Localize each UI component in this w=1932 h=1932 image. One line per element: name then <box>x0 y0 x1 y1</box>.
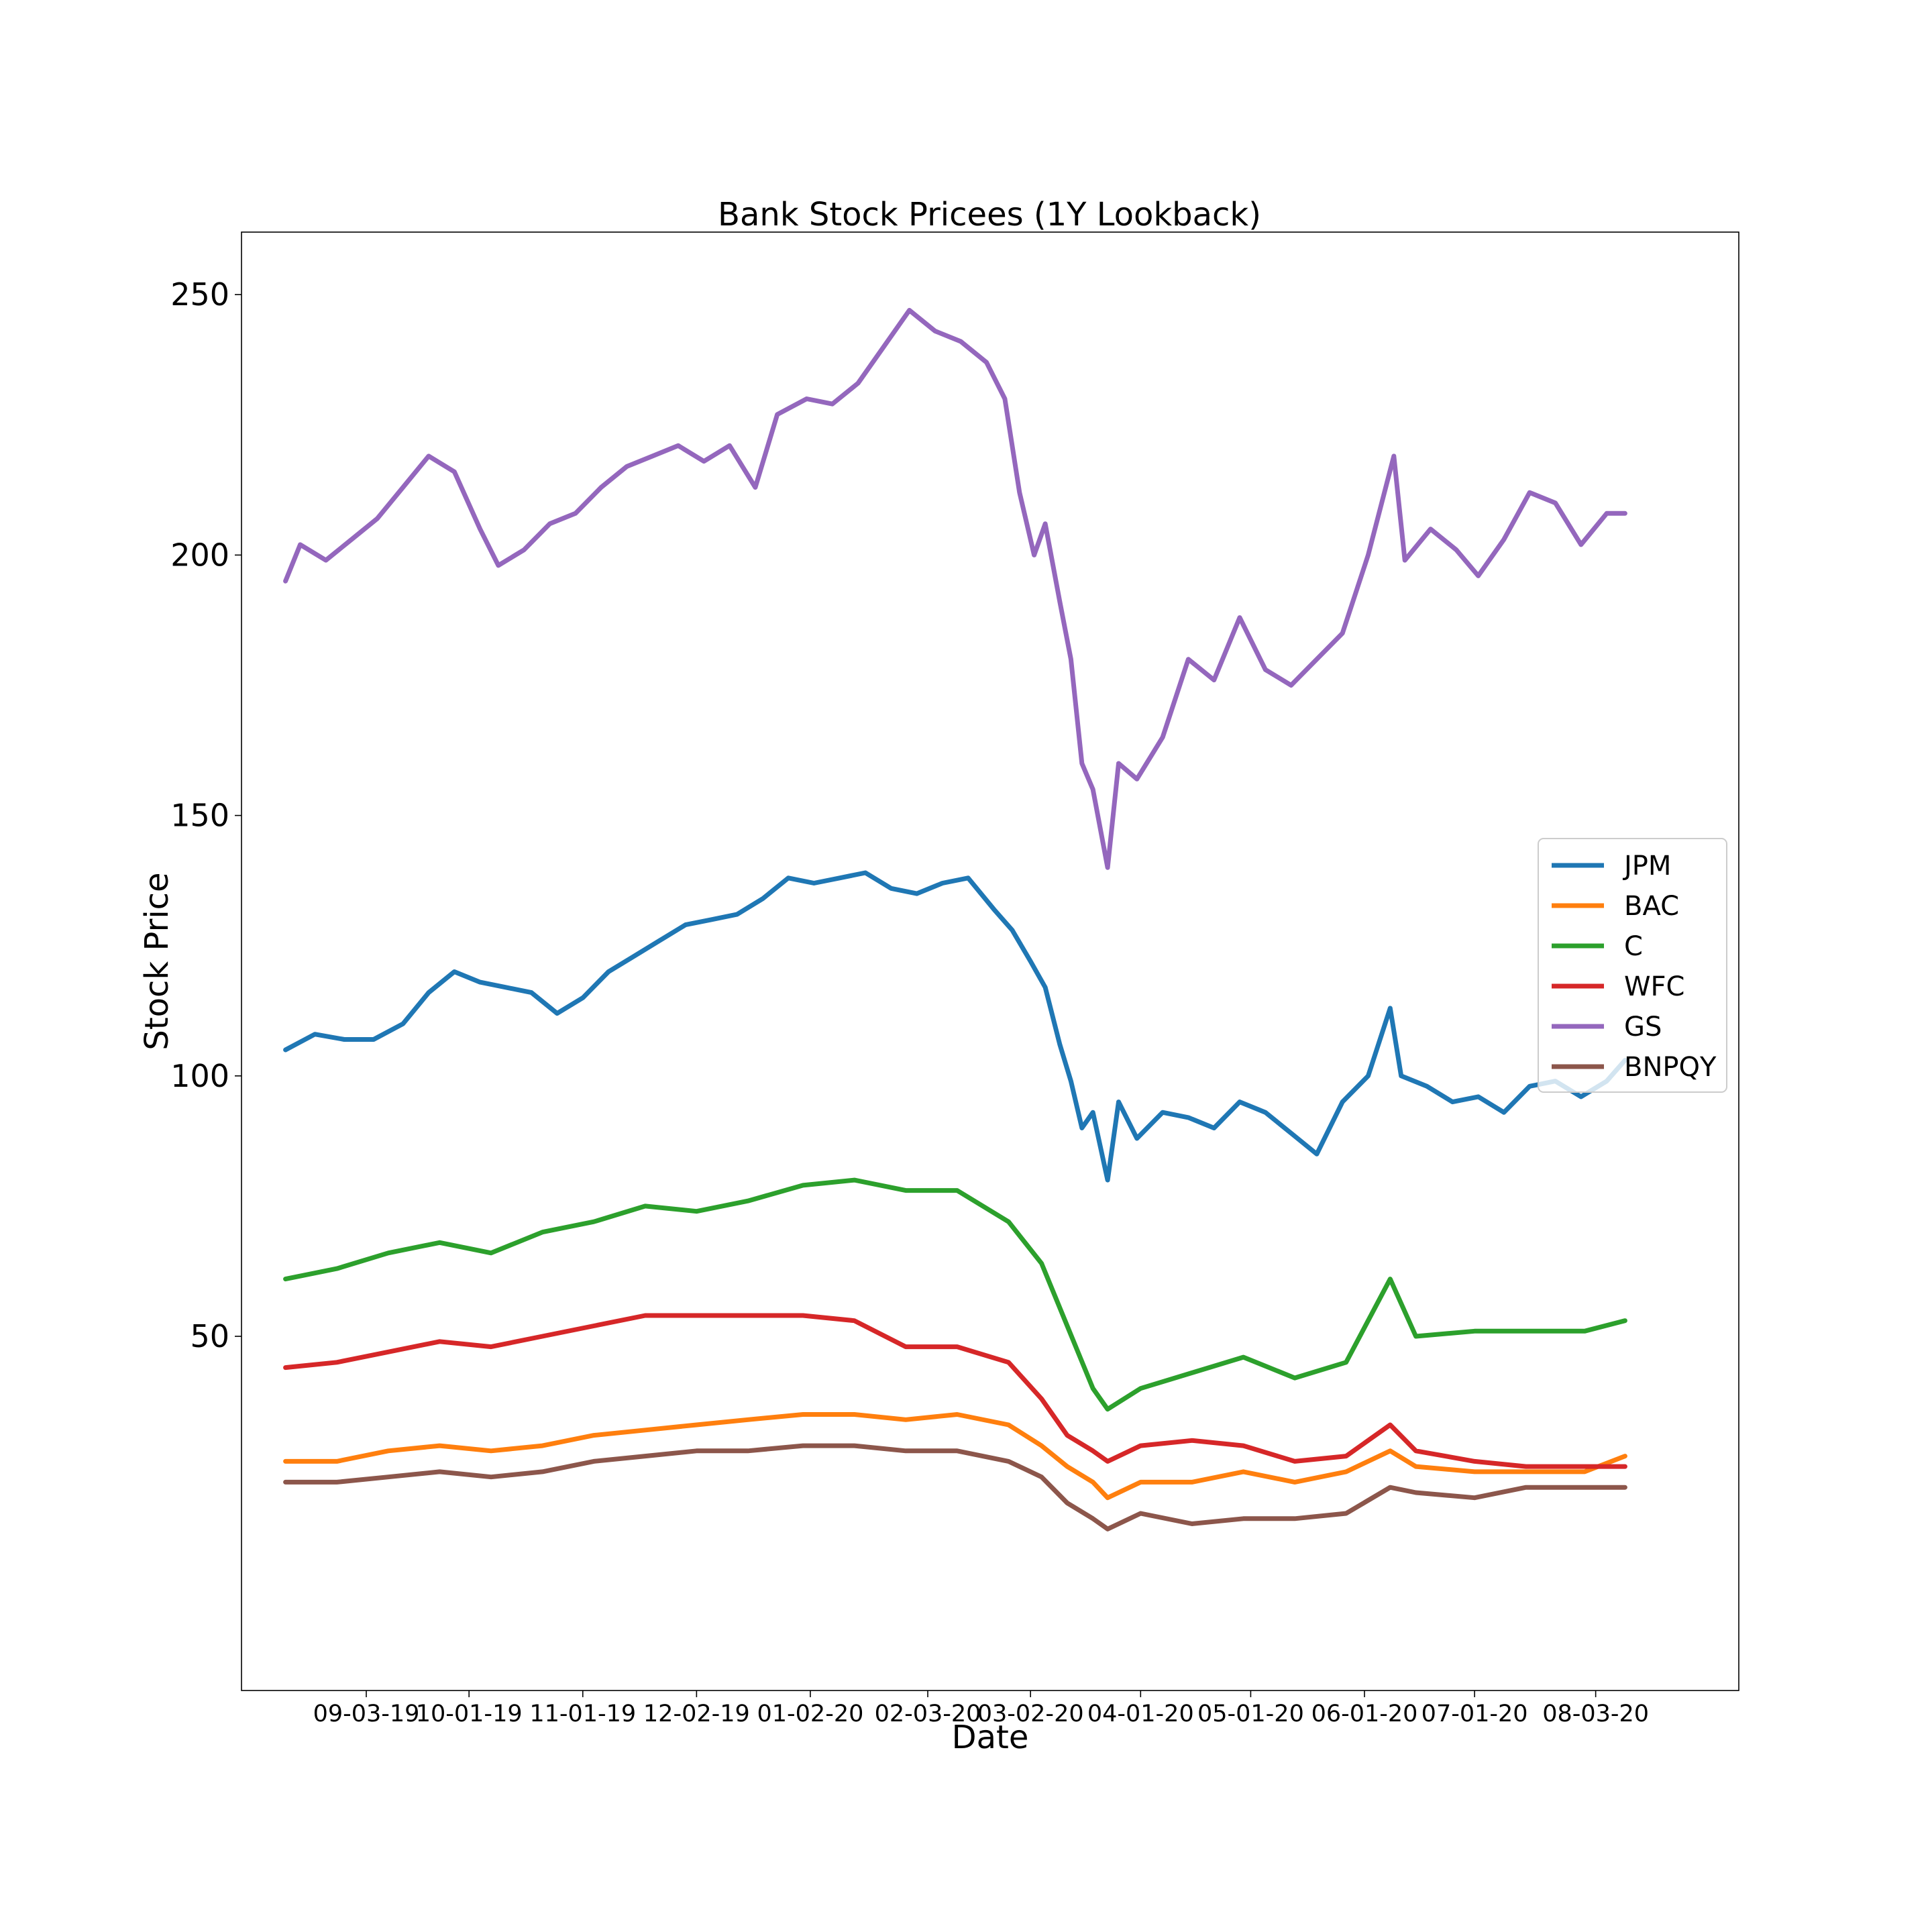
series-layer <box>283 308 1627 1532</box>
legend-label-gs: GS <box>1624 1012 1662 1042</box>
legend-label-jpm: JPM <box>1622 851 1671 881</box>
y-tick-label-150: 150 <box>170 798 229 834</box>
y-tick-label-100: 100 <box>170 1058 229 1094</box>
plot-frame <box>241 231 1739 1691</box>
y-tick-label-50: 50 <box>190 1318 229 1354</box>
x-axis-label: Date <box>952 1719 1029 1756</box>
legend-label-bnpqy: BNPQY <box>1624 1052 1717 1083</box>
x-tick-label-05-01-20: 05-01-20 <box>1197 1701 1304 1727</box>
chart-title: Bank Stock Pricees (1Y Lookback) <box>718 196 1261 233</box>
x-tick-label-09-03-19: 09-03-19 <box>313 1701 420 1727</box>
x-tick-label-06-01-20: 06-01-20 <box>1311 1701 1418 1727</box>
x-tick-label-10-01-19: 10-01-19 <box>416 1701 523 1727</box>
series-line-jpm <box>283 870 1627 1183</box>
series-line-gs <box>283 308 1627 870</box>
x-tick-label-11-01-19: 11-01-19 <box>529 1701 636 1727</box>
x-tick-label-07-01-20: 07-01-20 <box>1421 1701 1528 1727</box>
series-line-bac <box>283 1412 1627 1501</box>
y-tick-label-200: 200 <box>170 537 229 573</box>
x-tick-label-03-02-20: 03-02-20 <box>977 1701 1084 1727</box>
x-tick-label-02-03-20: 02-03-20 <box>875 1701 981 1727</box>
legend-label-bac: BAC <box>1624 891 1679 922</box>
y-tick-label-250: 250 <box>170 276 229 313</box>
y-axis: 50 100 150 200 250 <box>170 276 241 1354</box>
x-tick-label-08-03-20: 08-03-20 <box>1542 1701 1649 1727</box>
series-line-wfc <box>283 1313 1627 1469</box>
x-tick-label-12-02-19: 12-02-19 <box>643 1701 750 1727</box>
legend: JPM BAC C WFC GS BNPQY <box>1538 838 1727 1093</box>
legend-label-c: C <box>1624 931 1643 962</box>
x-tick-label-01-02-20: 01-02-20 <box>757 1701 864 1727</box>
series-line-bnpqy <box>283 1443 1627 1532</box>
legend-label-wfc: WFC <box>1624 971 1685 1002</box>
x-tick-label-04-01-20: 04-01-20 <box>1087 1701 1194 1727</box>
y-axis-label: Stock Price <box>138 872 176 1050</box>
series-line-c <box>283 1177 1627 1412</box>
